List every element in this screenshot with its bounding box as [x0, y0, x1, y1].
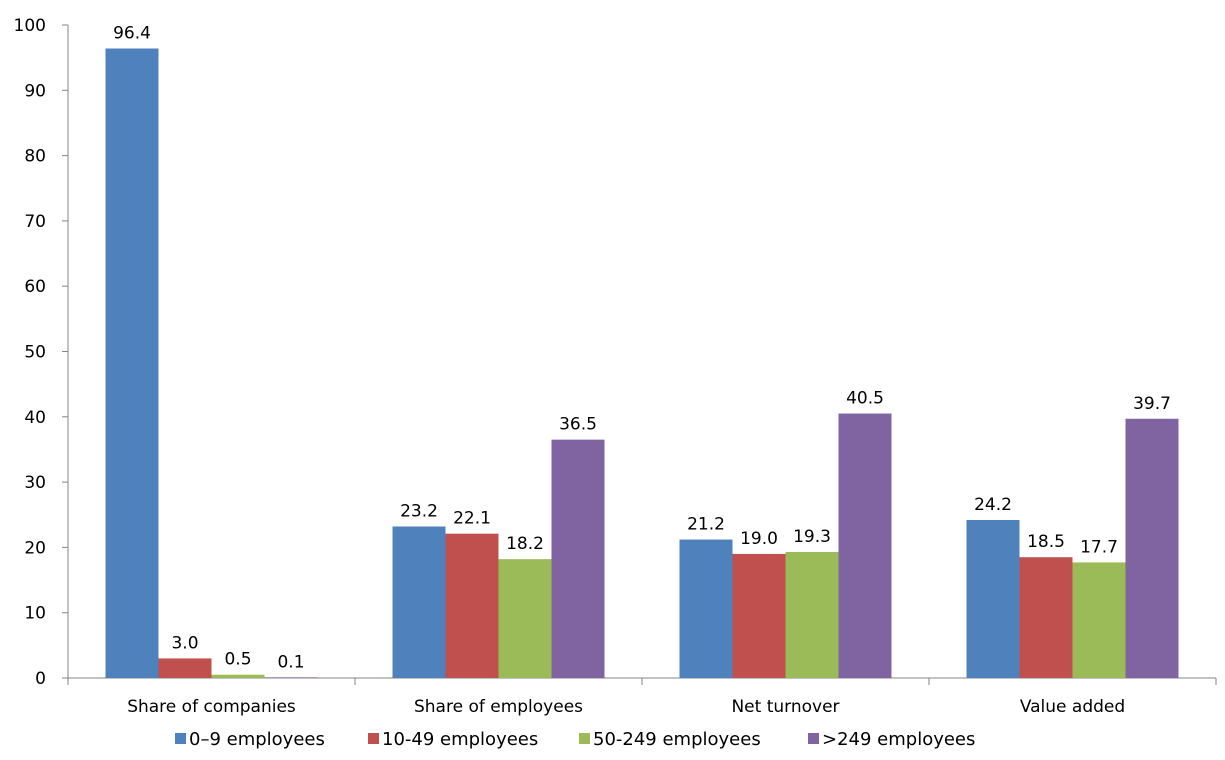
legend-swatch [368, 733, 379, 744]
bar [551, 439, 605, 678]
data-label: 36.5 [559, 415, 597, 435]
data-label: 40.5 [846, 389, 884, 409]
legend: 0–9 employees 10-49 employees 50-249 emplo… [175, 729, 975, 750]
y-tick-label: 50 [24, 343, 46, 363]
y-tick-label: 100 [14, 16, 46, 36]
x-tick-label: Net turnover [731, 697, 839, 717]
y-axis: 0 10 20 30 40 50 60 70 80 90 100 [14, 16, 69, 689]
x-tick-label: Share of employees [414, 697, 583, 717]
x-tick-label: Value added [1020, 697, 1125, 717]
bar [445, 533, 499, 678]
data-label: 24.2 [974, 495, 1012, 515]
data-label: 18.2 [506, 534, 544, 554]
bar [498, 559, 552, 678]
legend-swatch [175, 733, 186, 744]
bar [679, 539, 733, 678]
bar [392, 526, 446, 678]
bar [158, 658, 212, 678]
data-label: 19.0 [740, 529, 778, 549]
data-label: 18.5 [1027, 532, 1065, 552]
legend-label: >249 employees [822, 729, 975, 750]
y-tick-label: 30 [24, 473, 46, 493]
y-tick-label: 0 [35, 669, 46, 689]
bar [105, 48, 159, 679]
y-tick-label: 10 [24, 604, 46, 624]
legend-label: 10-49 employees [382, 729, 538, 750]
data-label: 96.4 [113, 24, 151, 44]
bar [1125, 418, 1179, 678]
bar [838, 413, 892, 678]
data-label: 22.1 [453, 509, 491, 529]
data-label: 0.1 [277, 652, 304, 672]
legend-label: 0–9 employees [189, 729, 325, 750]
data-label: 3.0 [171, 633, 198, 653]
legend-swatch [808, 733, 819, 744]
bar [732, 553, 786, 678]
y-tick-label: 80 [24, 147, 46, 167]
bar [264, 677, 318, 678]
y-tick-label: 70 [24, 212, 46, 232]
y-tick-label: 40 [24, 408, 46, 428]
data-label: 21.2 [687, 515, 725, 535]
data-label: 39.7 [1133, 394, 1171, 414]
x-axis: Share of companies Share of employees Net … [67, 677, 1217, 717]
bar [785, 551, 839, 678]
bar [1019, 557, 1073, 678]
x-tick-label: Share of companies [127, 697, 296, 717]
y-tick-label: 60 [24, 277, 46, 297]
data-labels: 96.4 23.2 21.2 24.2 3.0 22.1 19.0 18.5 0.5 18.2 19… [113, 24, 1171, 673]
bars [105, 48, 1179, 679]
y-tick-label: 20 [24, 538, 46, 558]
data-label: 0.5 [224, 650, 251, 670]
bar [1072, 562, 1126, 678]
bar [211, 674, 265, 678]
data-label: 19.3 [793, 527, 831, 547]
data-label: 17.7 [1080, 537, 1118, 557]
bar [966, 519, 1020, 678]
y-tick-label: 90 [24, 81, 46, 101]
legend-swatch [579, 733, 590, 744]
legend-label: 50-249 employees [593, 729, 761, 750]
data-label: 23.2 [400, 502, 438, 522]
